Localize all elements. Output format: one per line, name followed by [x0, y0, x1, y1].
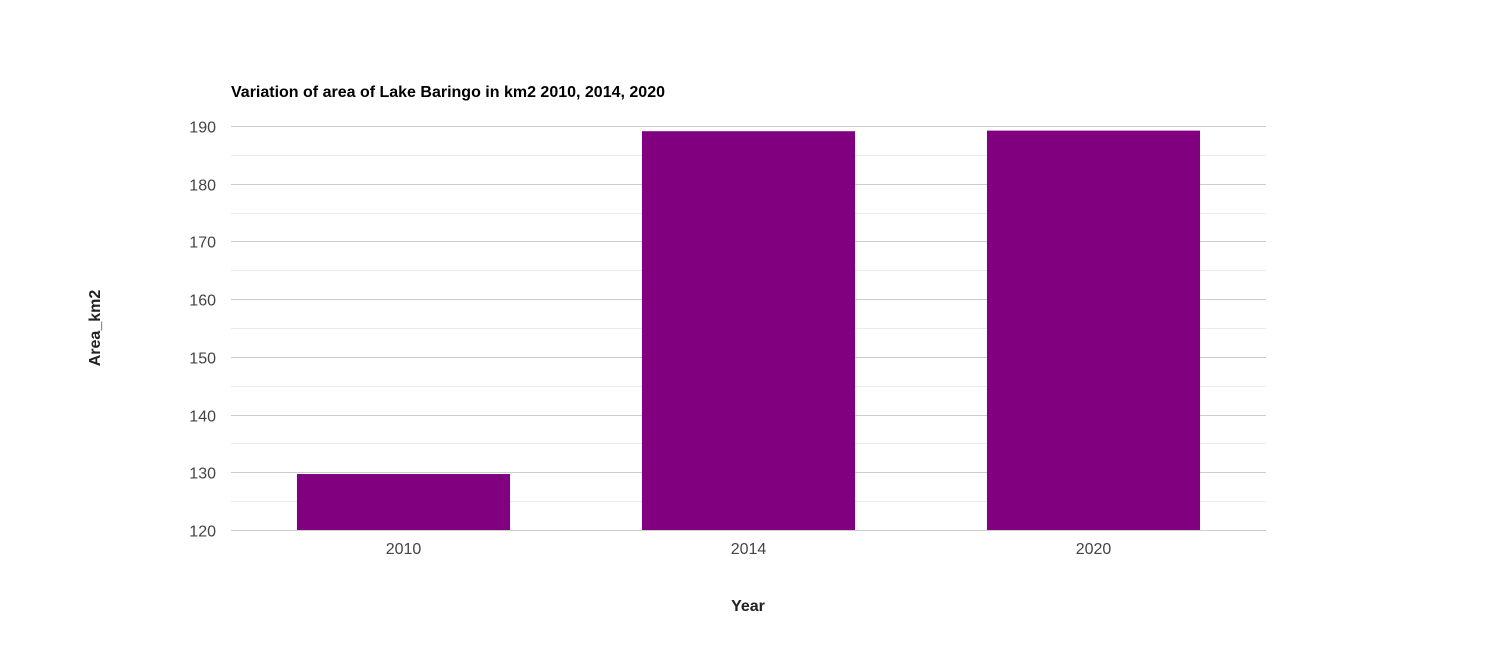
y-axis-title: Area_km2 — [87, 290, 104, 367]
y-tick-label: 180 — [189, 178, 216, 195]
x-axis-ticks: 2010 2014 2020 — [386, 541, 1112, 558]
y-tick-label: 170 — [189, 235, 216, 252]
bars — [231, 130, 1266, 531]
y-tick-label: 120 — [189, 524, 216, 541]
bar-2020 — [986, 130, 1201, 531]
y-tick-label: 140 — [189, 409, 216, 426]
chart-title: Variation of area of Lake Baringo in km2… — [231, 84, 665, 101]
x-tick-label: 2014 — [731, 541, 767, 558]
x-tick-label: 2010 — [386, 541, 422, 558]
x-tick-label: 2020 — [1076, 541, 1112, 558]
y-tick-label: 130 — [189, 466, 216, 483]
y-axis-ticks: 120 130 140 150 160 170 180 190 — [189, 120, 216, 541]
y-tick-label: 160 — [189, 293, 216, 310]
bar-2014 — [641, 131, 856, 531]
x-axis-title: Year — [731, 598, 765, 615]
bar-2010 — [296, 474, 511, 530]
y-tick-label: 150 — [189, 351, 216, 368]
y-tick-label: 190 — [189, 120, 216, 137]
